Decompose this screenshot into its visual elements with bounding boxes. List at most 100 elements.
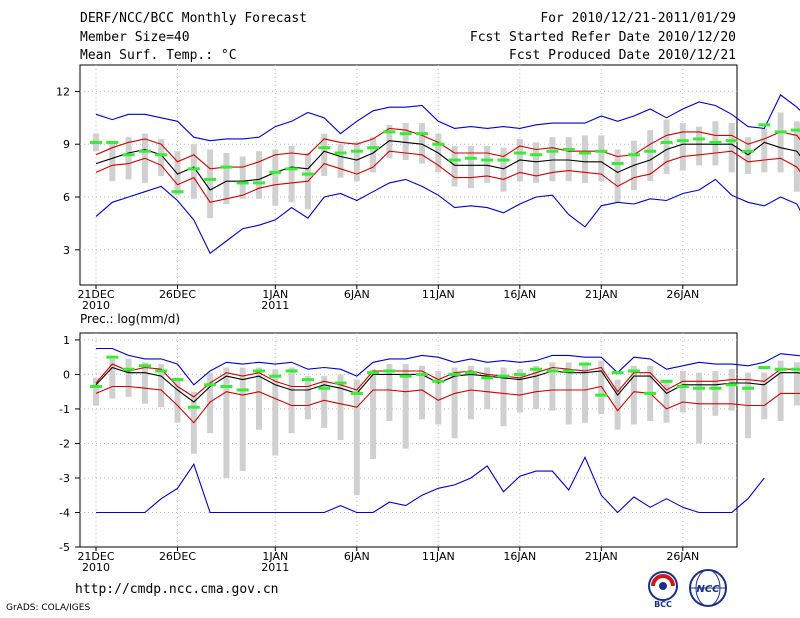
y-tick-label: 1: [63, 334, 70, 347]
ensemble-box: [402, 364, 409, 449]
ensemble-box: [679, 370, 686, 413]
ensemble-box: [467, 365, 474, 420]
x-year-label: 2010: [82, 561, 110, 574]
ensemble-box: [353, 379, 360, 496]
ensemble-box: [582, 362, 588, 423]
x-tick-label: 26DEC: [159, 288, 196, 301]
series-line-ensemble-max: [95, 94, 800, 142]
series-line-ensemble-mean-1sd: [95, 150, 800, 203]
ensemble-box: [793, 121, 800, 192]
series-line-ensemble-min: [95, 178, 800, 255]
ensemble-box: [745, 137, 751, 175]
x-tick-label: 11JAN: [422, 288, 455, 301]
ensemble-box: [337, 374, 344, 440]
series-line-ensemble-max: [96, 347, 800, 386]
ensemble-box: [663, 381, 670, 423]
x-tick-label: 26JAN: [666, 550, 699, 563]
ensemble-box: [712, 370, 719, 416]
ensemble-box: [288, 145, 295, 203]
series-line-ensemble-mean: [95, 140, 800, 191]
ensemble-box: [174, 151, 181, 196]
series-line-ensemble-mean-1sd: [95, 363, 800, 398]
ensemble-box: [777, 112, 784, 173]
y-tick-label: -5: [59, 541, 70, 554]
x-tick-label: 26DEC: [159, 550, 196, 563]
ensemble-box: [484, 367, 491, 409]
forecast-produced-date: Fcst Produced Date 2010/12/21: [509, 48, 736, 63]
ensemble-box: [565, 137, 572, 182]
ensemble-box: [109, 142, 116, 182]
ensemble-box: [614, 149, 621, 203]
ensemble-box: [158, 364, 165, 408]
forecast-started-date: Fcst Started Refer Date 2010/12/20: [469, 30, 736, 45]
ensemble-box: [239, 156, 246, 199]
x-tick-label: 11JAN: [422, 550, 455, 563]
ensemble-box: [337, 144, 344, 178]
y-tick-label: -3: [59, 472, 70, 485]
ensemble-box: [386, 364, 393, 422]
ensemble-box: [663, 119, 670, 175]
x-year-label: 2010: [82, 299, 110, 312]
bcc-logo-text: BCC: [654, 600, 672, 608]
ensemble-box: [174, 377, 181, 423]
ensemble-box: [239, 367, 246, 472]
ensemble-box: [272, 149, 279, 206]
grads-credit: GrADS: COLA/IGES: [6, 603, 91, 613]
ensemble-box: [223, 153, 230, 205]
variable-label: Mean Surf. Temp.: °C: [80, 48, 237, 63]
series-line-ensemble-mean-1sd: [95, 127, 800, 170]
x-tick-label: 1JAN: [262, 550, 288, 563]
bcc-logo: BCC: [648, 571, 678, 608]
ensemble-box: [533, 142, 540, 183]
ensemble-box: [467, 145, 474, 189]
ensemble-box: [728, 123, 735, 173]
ensemble-box: [761, 372, 768, 420]
ensemble-box: [777, 360, 784, 422]
ensemble-box: [207, 149, 214, 219]
ensemble-box: [223, 367, 230, 478]
temperature-panel: 3 6 9 12 21DEC 26DEC 1JAN 6JAN 11JAN 16JAN 21JAN 26…: [56, 64, 800, 312]
ensemble-box: [419, 123, 425, 164]
source-url[interactable]: http://cmdp.ncc.cma.gov.cn: [75, 582, 279, 597]
y-tick-label: 0: [63, 368, 70, 381]
y-tick-label: -2: [59, 437, 70, 450]
ensemble-box: [321, 133, 328, 176]
y-tick-label: -1: [59, 403, 70, 416]
ensemble-box: [500, 367, 507, 427]
ensemble-box: [565, 362, 572, 425]
ensemble-box: [549, 362, 556, 411]
series-line-ensemble-mean-1sd: [95, 385, 800, 424]
ensemble-box: [533, 365, 540, 409]
ensemble-box: [190, 144, 197, 199]
ensemble-box: [272, 369, 279, 456]
x-tick-label: 21DEC: [77, 288, 114, 301]
y-tick-label: 6: [63, 191, 70, 204]
ensemble-box: [125, 358, 132, 397]
ensemble-box: [435, 370, 442, 425]
x-year-label: 2011: [261, 299, 289, 312]
forecast-period: For 2010/12/21-2011/01/29: [540, 11, 736, 26]
ensemble-box: [728, 369, 735, 411]
x-tick-label: 6JAN: [344, 550, 370, 563]
chart-title: DERF/NCC/BCC Monthly Forecast: [80, 11, 307, 26]
plot-frame: [79, 64, 738, 286]
ensemble-box: [696, 372, 703, 444]
ensemble-box: [207, 372, 214, 434]
ensemble-box: [549, 137, 556, 182]
plot-frame: [79, 332, 738, 548]
y-tick-label: 12: [56, 85, 70, 98]
ensemble-box: [451, 145, 458, 187]
ensemble-box: [109, 358, 116, 399]
ensemble-box: [386, 124, 393, 159]
series-line-ensemble-mean: [95, 366, 800, 403]
ensemble-box: [141, 362, 148, 404]
ensemble-box: [158, 138, 165, 176]
ensemble-box: [647, 130, 654, 182]
y-tick-label: 3: [63, 244, 70, 257]
series-line-ensemble-min: [96, 455, 765, 514]
ensemble-box: [696, 126, 703, 166]
ensemble-box: [582, 135, 588, 183]
x-year-label: 2011: [261, 561, 289, 574]
ensemble-box: [353, 142, 360, 182]
ensemble-box: [370, 137, 377, 173]
